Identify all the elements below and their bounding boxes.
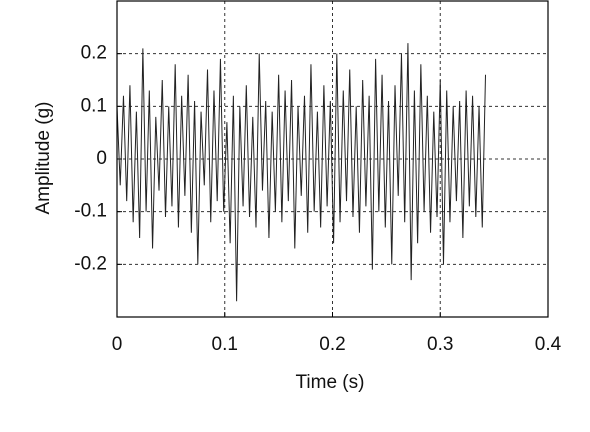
- y-tick-label: 0.2: [81, 43, 107, 64]
- x-axis-label: Time (s): [296, 372, 365, 393]
- y-axis-label: Amplitude (g): [33, 102, 54, 215]
- plot-frame: [116, 0, 549, 318]
- y-tick-label: -0.1: [74, 201, 107, 222]
- x-tick-label: 0.4: [535, 334, 562, 355]
- y-tick-label: 0: [96, 148, 107, 169]
- y-tick-label: 0.1: [81, 95, 107, 116]
- signal-line: [116, 43, 486, 302]
- x-tick-label: 0.2: [319, 334, 345, 355]
- x-tick-label: 0: [112, 334, 123, 355]
- x-tick-label: 0.3: [427, 334, 453, 355]
- x-tick-label: 0.1: [212, 334, 238, 355]
- y-tick-label: -0.2: [74, 253, 107, 274]
